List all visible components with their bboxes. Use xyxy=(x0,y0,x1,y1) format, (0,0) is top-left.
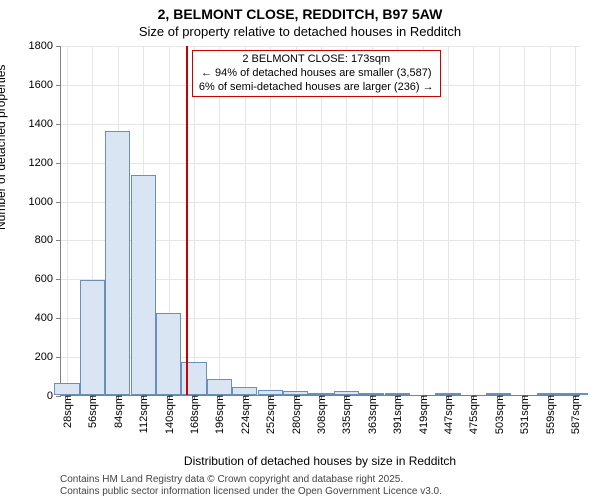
gridline-v xyxy=(473,46,474,395)
gridline-v xyxy=(219,46,220,395)
gridline-v xyxy=(397,46,398,395)
x-tick-label: 140sqm xyxy=(162,395,176,434)
gridline-v xyxy=(194,46,195,395)
histogram-bar xyxy=(435,393,460,395)
x-tick-label: 168sqm xyxy=(187,395,201,434)
chart-footer: Contains HM Land Registry data © Crown c… xyxy=(60,474,580,498)
y-tick-label: 400 xyxy=(35,312,53,324)
y-tick-label: 1600 xyxy=(29,79,53,91)
x-tick-label: 84sqm xyxy=(111,395,125,428)
x-tick-label: 559sqm xyxy=(543,395,557,434)
y-tick-label: 200 xyxy=(35,351,53,363)
histogram-bar xyxy=(334,391,359,395)
histogram-bar xyxy=(308,393,333,395)
x-tick-label: 56sqm xyxy=(85,395,99,428)
x-tick-label: 28sqm xyxy=(60,395,74,428)
y-tick-label: 1200 xyxy=(29,157,53,169)
gridline-v xyxy=(575,46,576,395)
plot-area: 02004006008001000120014001600180028sqm56… xyxy=(60,46,580,396)
y-tick-mark xyxy=(56,46,61,47)
annotation-box: 2 BELMONT CLOSE: 173sqm← 94% of detached… xyxy=(192,50,441,97)
y-tick-label: 600 xyxy=(35,273,53,285)
x-tick-label: 363sqm xyxy=(365,395,379,434)
chart-title-line1: 2, BELMONT CLOSE, REDDITCH, B97 5AW xyxy=(0,6,600,22)
gridline-v xyxy=(499,46,500,395)
gridline-v xyxy=(296,46,297,395)
y-tick-label: 1000 xyxy=(29,196,53,208)
y-tick-label: 0 xyxy=(47,390,53,402)
x-tick-label: 503sqm xyxy=(492,395,506,434)
x-tick-label: 224sqm xyxy=(238,395,252,434)
gridline-v xyxy=(372,46,373,395)
x-tick-label: 531sqm xyxy=(517,395,531,434)
x-tick-label: 447sqm xyxy=(441,395,455,434)
y-tick-mark xyxy=(56,279,61,280)
gridline-v xyxy=(423,46,424,395)
y-tick-mark xyxy=(56,124,61,125)
x-tick-label: 280sqm xyxy=(289,395,303,434)
histogram-bar xyxy=(283,391,308,395)
footer-line1: Contains HM Land Registry data © Crown c… xyxy=(60,474,580,486)
histogram-bar xyxy=(359,393,384,395)
histogram-bar xyxy=(54,383,79,395)
gridline-v xyxy=(245,46,246,395)
chart-title-line2: Size of property relative to detached ho… xyxy=(0,24,600,39)
x-tick-label: 112sqm xyxy=(136,395,150,433)
x-tick-label: 252sqm xyxy=(263,395,277,434)
y-tick-mark xyxy=(56,318,61,319)
y-tick-mark xyxy=(56,357,61,358)
x-tick-label: 335sqm xyxy=(339,395,353,434)
gridline-v xyxy=(448,46,449,395)
x-tick-label: 196sqm xyxy=(212,395,226,434)
histogram-bar xyxy=(207,379,232,395)
histogram-chart: 2, BELMONT CLOSE, REDDITCH, B97 5AW Size… xyxy=(0,0,600,500)
gridline-v xyxy=(346,46,347,395)
y-tick-mark xyxy=(56,202,61,203)
y-tick-mark xyxy=(56,240,61,241)
histogram-bar xyxy=(105,131,130,395)
gridline-v xyxy=(550,46,551,395)
histogram-bar xyxy=(156,313,181,395)
gridline-v xyxy=(524,46,525,395)
annotation-line3: 6% of semi-detached houses are larger (2… xyxy=(199,81,434,95)
histogram-bar xyxy=(562,393,587,395)
histogram-bar xyxy=(385,393,410,395)
annotation-line2: ← 94% of detached houses are smaller (3,… xyxy=(199,67,434,81)
annotation-line1: 2 BELMONT CLOSE: 173sqm xyxy=(199,53,434,67)
y-tick-label: 1800 xyxy=(29,40,53,52)
y-tick-label: 1400 xyxy=(29,118,53,130)
x-tick-label: 308sqm xyxy=(314,395,328,434)
histogram-bar xyxy=(537,393,562,395)
histogram-bar xyxy=(131,175,156,395)
y-tick-label: 800 xyxy=(35,234,53,246)
y-axis-label: Number of detached properties xyxy=(0,65,8,230)
y-tick-mark xyxy=(56,163,61,164)
x-tick-label: 475sqm xyxy=(466,395,480,434)
x-axis-label: Distribution of detached houses by size … xyxy=(60,454,580,468)
footer-line2: Contains public sector information licen… xyxy=(60,486,580,498)
x-tick-label: 419sqm xyxy=(416,395,430,434)
histogram-bar xyxy=(486,393,511,395)
histogram-bar xyxy=(232,387,257,395)
x-tick-label: 587sqm xyxy=(568,395,582,434)
reference-line xyxy=(186,46,188,395)
gridline-v xyxy=(67,46,68,395)
gridline-v xyxy=(270,46,271,395)
y-tick-mark xyxy=(56,85,61,86)
histogram-bar xyxy=(80,280,105,395)
x-tick-label: 391sqm xyxy=(390,395,404,434)
histogram-bar xyxy=(258,390,283,395)
gridline-v xyxy=(321,46,322,395)
